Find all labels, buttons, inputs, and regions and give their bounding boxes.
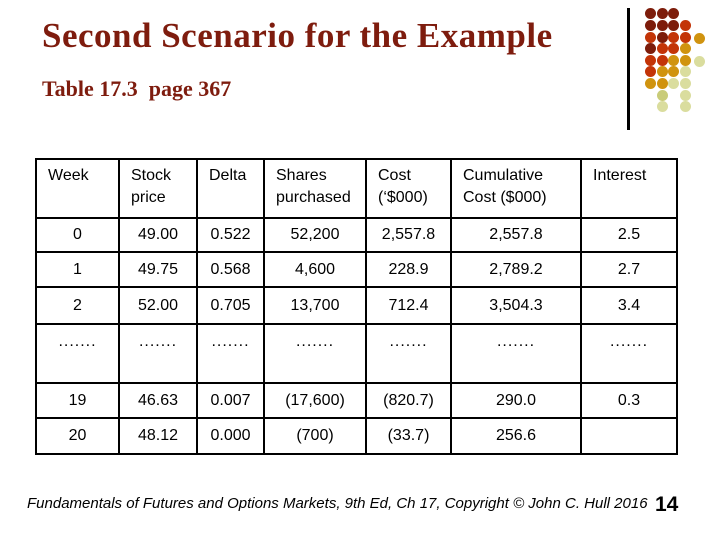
table-cell: 0.522 <box>196 217 265 253</box>
table-row: 20 48.12 0.000 (700) (33.7) 256.6 <box>35 417 678 455</box>
slide-title: Second Scenario for the Example <box>42 16 553 55</box>
table-row: 0 49.00 0.522 52,200 2,557.8 2,557.8 2.5 <box>35 217 678 253</box>
decorative-dot <box>644 7 656 19</box>
table-cell: (700) <box>263 417 367 455</box>
table-cell: 52,200 <box>263 217 367 253</box>
table-cell: ....... <box>580 323 678 384</box>
decorative-dot <box>644 65 656 77</box>
decorative-dot <box>693 32 705 44</box>
table-row: ........................................… <box>35 323 678 384</box>
dot-pattern-decoration <box>0 0 720 130</box>
column-header: Delta <box>196 158 265 219</box>
table-cell: 0.3 <box>580 382 678 419</box>
slide-subtitle: Table 17.3 page 367 <box>42 76 232 101</box>
decorative-dot <box>644 19 656 31</box>
table-cell: 0.705 <box>196 286 265 325</box>
table-cell: 2.5 <box>580 217 678 253</box>
table-cell: ....... <box>118 323 198 384</box>
delta-hedging-table: Week Stock price Delta Shares purchased Cost… <box>35 158 678 455</box>
decorative-dot <box>644 54 656 66</box>
decorative-dot <box>656 65 668 77</box>
decorative-dot <box>644 42 656 54</box>
decorative-dot <box>644 31 656 43</box>
table-cell: 1 <box>35 251 120 288</box>
table-row: 1 49.75 0.568 4,600 228.9 2,789.2 2.7 <box>35 251 678 288</box>
table-cell: 13,700 <box>263 286 367 325</box>
decorative-dot <box>667 31 679 43</box>
table-cell: 2,789.2 <box>450 251 582 288</box>
table-cell: ....... <box>196 323 265 384</box>
table-cell: 19 <box>35 382 120 419</box>
decorative-dot <box>667 42 679 54</box>
table-cell: 2.7 <box>580 251 678 288</box>
column-header: Cost (‘$000) <box>365 158 452 219</box>
decorative-dot <box>679 19 691 31</box>
table-cell: (17,600) <box>263 382 367 419</box>
decorative-dot <box>679 42 691 54</box>
table-cell: (820.7) <box>365 382 452 419</box>
table-header-row: Week Stock price Delta Shares purchased Cost… <box>35 158 678 219</box>
decorative-dot <box>656 54 668 66</box>
table-cell: ....... <box>35 323 120 384</box>
table-row: 2 52.00 0.705 13,700 712.4 3,504.3 3.4 <box>35 286 678 325</box>
decorative-dot <box>693 55 705 67</box>
table-cell: 0 <box>35 217 120 253</box>
decorative-dot <box>667 77 679 89</box>
divider-line <box>627 8 630 130</box>
column-header: Week <box>35 158 120 219</box>
column-header: Stock price <box>118 158 198 219</box>
decorative-dot <box>667 19 679 31</box>
table-cell: 290.0 <box>450 382 582 419</box>
decorative-dot <box>656 77 668 89</box>
table-cell: ....... <box>365 323 452 384</box>
table-cell: 2,557.8 <box>365 217 452 253</box>
column-header: Interest <box>580 158 678 219</box>
column-header: Shares purchased <box>263 158 367 219</box>
table-cell: 48.12 <box>118 417 198 455</box>
decorative-dot <box>656 31 668 43</box>
table-cell: 256.6 <box>450 417 582 455</box>
decorative-dot <box>667 65 679 77</box>
table-cell: ....... <box>263 323 367 384</box>
page-number: 14 <box>655 493 679 516</box>
decorative-dot <box>679 77 691 89</box>
footer-citation: Fundamentals of Futures and Options Mark… <box>27 495 648 512</box>
table-cell: 228.9 <box>365 251 452 288</box>
decorative-dot <box>656 42 668 54</box>
table-cell: (33.7) <box>365 417 452 455</box>
table-row: 19 46.63 0.007 (17,600) (820.7) 290.0 0.3 <box>35 382 678 419</box>
decorative-dot <box>679 31 691 43</box>
decorative-dot <box>644 77 656 89</box>
table-cell: 4,600 <box>263 251 367 288</box>
decorative-dot <box>679 89 691 101</box>
table-cell: 2 <box>35 286 120 325</box>
table-cell: 3.4 <box>580 286 678 325</box>
table-cell: ....... <box>450 323 582 384</box>
table-cell: 3,504.3 <box>450 286 582 325</box>
table-cell: 0.000 <box>196 417 265 455</box>
table-cell: 52.00 <box>118 286 198 325</box>
decorative-dot <box>656 19 668 31</box>
decorative-dot <box>656 100 668 112</box>
table-cell: 2,557.8 <box>450 217 582 253</box>
table-cell: 0.568 <box>196 251 265 288</box>
table-cell: 49.00 <box>118 217 198 253</box>
decorative-dot <box>667 54 679 66</box>
decorative-dot <box>679 100 691 112</box>
decorative-dot <box>656 7 668 19</box>
decorative-dot <box>667 7 679 19</box>
table-cell: 0.007 <box>196 382 265 419</box>
table-cell: 49.75 <box>118 251 198 288</box>
table-cell: 712.4 <box>365 286 452 325</box>
decorative-dot <box>656 89 668 101</box>
column-header: Cumulative Cost ($000) <box>450 158 582 219</box>
table-cell: 46.63 <box>118 382 198 419</box>
decorative-dot <box>679 65 691 77</box>
decorative-dot <box>679 54 691 66</box>
table-cell: 20 <box>35 417 120 455</box>
table-cell <box>580 417 678 455</box>
